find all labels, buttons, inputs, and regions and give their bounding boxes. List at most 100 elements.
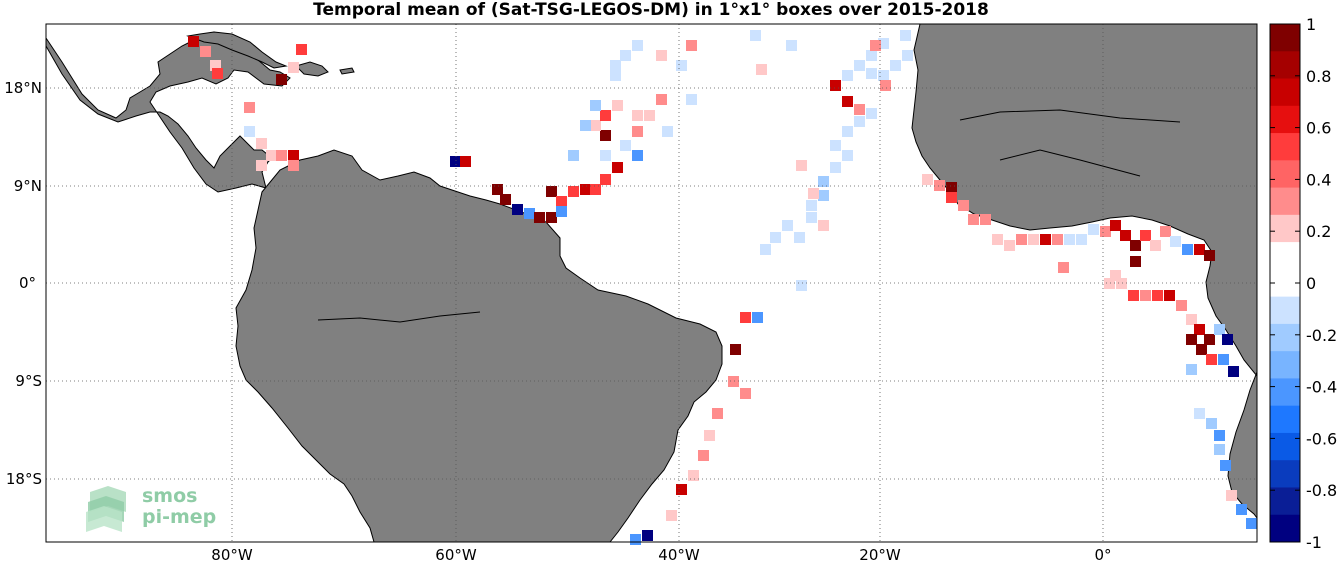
data-cell [854, 60, 865, 71]
data-cell [830, 140, 841, 151]
data-cell [842, 70, 853, 81]
colorbar-tick-label: -1 [1306, 533, 1322, 552]
colorbar-swatch [1270, 323, 1300, 352]
data-cell [590, 100, 601, 111]
map-title: Temporal mean of (Sat-TSG-LEGOS-DM) in 1… [313, 0, 989, 20]
land-africa [911, 23, 1258, 520]
data-cell [796, 160, 807, 171]
data-cell [1004, 240, 1015, 251]
colorbar-swatch [1270, 160, 1300, 189]
colorbar-tick-label: 0.6 [1306, 119, 1331, 138]
data-cell [712, 408, 723, 419]
data-cell [188, 36, 199, 47]
land-central-america [45, 31, 291, 193]
data-cell [580, 184, 591, 195]
data-cell [580, 120, 591, 131]
colorbar-tick-label: -0.4 [1306, 378, 1337, 397]
smos-pi-mep-logo: smos pi-mep [86, 482, 226, 538]
data-cell [642, 530, 653, 541]
data-cells [188, 30, 1257, 545]
colorbar-tick-label: 0.8 [1306, 67, 1331, 86]
data-cell [842, 150, 853, 161]
data-cell [1236, 504, 1247, 515]
data-cell [612, 100, 623, 111]
colorbar-swatch [1270, 487, 1300, 516]
data-cell [1204, 250, 1215, 261]
data-cell [1214, 430, 1225, 441]
data-cell [902, 50, 913, 61]
data-cell [600, 130, 611, 141]
data-cell [534, 212, 545, 223]
data-cell [1194, 324, 1205, 335]
data-cell [546, 212, 557, 223]
data-cell [546, 186, 557, 197]
data-cell [512, 204, 523, 215]
data-cell [704, 430, 715, 441]
colorbar-swatch [1270, 214, 1300, 243]
data-cell [1130, 256, 1141, 267]
data-cell [590, 120, 601, 131]
data-cell [1214, 324, 1225, 335]
data-cell [756, 64, 767, 75]
data-cell [1016, 234, 1027, 245]
data-cell [610, 60, 621, 71]
data-cell [1164, 290, 1175, 301]
data-cell [880, 80, 891, 91]
data-cell [1116, 278, 1127, 289]
data-cell [524, 208, 535, 219]
data-cell [662, 126, 673, 137]
data-cell [1194, 244, 1205, 255]
data-cell [1100, 226, 1111, 237]
data-cell [806, 200, 817, 211]
data-cell [212, 68, 223, 79]
logo-text-pi-mep: pi-mep [142, 506, 217, 528]
data-cell [276, 150, 287, 161]
data-cell [934, 180, 945, 191]
colorbar-swatch [1270, 105, 1300, 134]
y-tick-label: 0° [19, 274, 36, 292]
colorbar-swatch [1270, 405, 1300, 434]
colorbar-tick-label: 1 [1306, 15, 1316, 34]
data-cell [1220, 460, 1231, 471]
data-cell [1222, 334, 1233, 345]
y-tick-label: 9°S [15, 372, 42, 390]
data-cell [244, 102, 255, 113]
data-cell [900, 30, 911, 41]
data-cell [730, 344, 741, 355]
colorbar-swatch [1270, 514, 1300, 543]
data-cell [890, 60, 901, 71]
data-cell [568, 186, 579, 197]
data-cell [610, 70, 621, 81]
data-cell [866, 50, 877, 61]
data-cell [878, 38, 889, 49]
land-south-america [235, 149, 723, 543]
x-tick-label: 40°W [658, 546, 700, 562]
data-cell [1170, 236, 1181, 247]
data-cell [1150, 240, 1161, 251]
data-cell [854, 104, 865, 115]
data-cell [630, 534, 641, 545]
data-cell [656, 50, 667, 61]
data-cell [806, 212, 817, 223]
data-cell [600, 150, 611, 161]
data-cell [1186, 334, 1197, 345]
data-cell [676, 484, 687, 495]
colorbar-swatch [1270, 351, 1300, 379]
data-cell [556, 196, 567, 207]
data-cell [1226, 490, 1237, 501]
data-cell [288, 160, 299, 171]
data-cell [818, 190, 829, 201]
data-cell [1110, 220, 1121, 231]
x-tick-label: 0° [1094, 546, 1111, 562]
data-cell [1076, 234, 1087, 245]
data-cell [1130, 240, 1141, 251]
data-cell [632, 126, 643, 137]
colorbar-tick-label: -0.2 [1306, 326, 1337, 345]
data-cell [276, 74, 287, 85]
coast-detail-3 [999, 149, 1141, 177]
y-tick-label: 18°N [4, 79, 42, 97]
data-cell [1228, 366, 1239, 377]
data-cell [266, 150, 277, 161]
data-cell [830, 80, 841, 91]
